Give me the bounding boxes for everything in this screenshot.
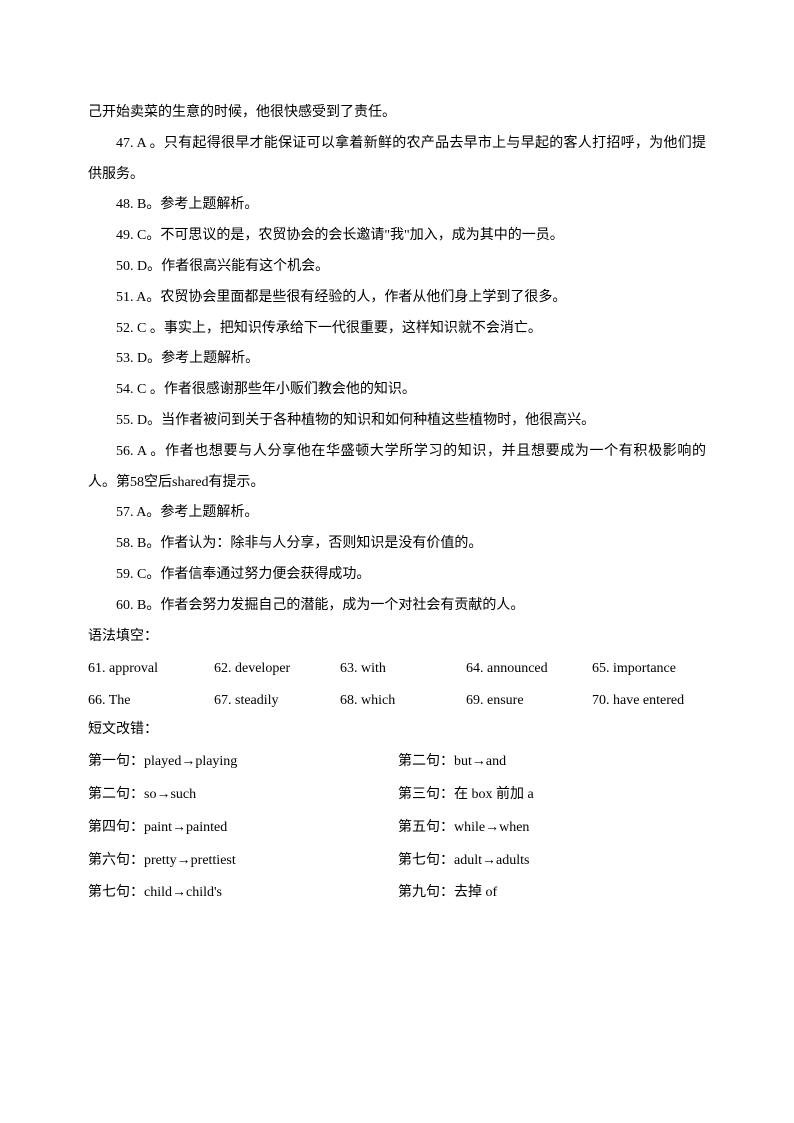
correction-row-2: 第二句：so→such 第三句：在 box 前加 a [88, 779, 706, 812]
correction-row-1: 第一句：played→playing 第二句：but→and [88, 746, 706, 779]
correction-row-5: 第七句：child→child's 第九句：去掉 of [88, 877, 706, 910]
correction-row-4: 第六句：pretty→prettiest 第七句：adult→adults [88, 845, 706, 878]
answer-48: 48. B。参考上题解析。 [88, 190, 706, 221]
correction-2-left: 第二句：so→such [88, 779, 398, 812]
answer-54: 54. C 。作者很感谢那些年小贩们教会他的知识。 [88, 375, 706, 406]
grammar-67: 67. steadily [214, 686, 340, 715]
answer-59: 59. C。作者信奉通过努力便会获得成功。 [88, 560, 706, 591]
answer-53: 53. D。参考上题解析。 [88, 344, 706, 375]
grammar-64: 64. announced [466, 654, 592, 683]
paragraph-continuation: 己开始卖菜的生意的时候，他很快感受到了责任。 [88, 98, 706, 129]
grammar-65: 65. importance [592, 654, 718, 683]
section-grammar-heading: 语法填空： [88, 622, 706, 653]
correction-5-left: 第七句：child→child's [88, 877, 398, 910]
grammar-62: 62. developer [214, 654, 340, 683]
grammar-66: 66. The [88, 686, 214, 715]
answer-58: 58. B。作者认为：除非与人分享，否则知识是没有价值的。 [88, 529, 706, 560]
grammar-61: 61. approval [88, 654, 214, 683]
correction-2-right: 第三句：在 box 前加 a [398, 779, 706, 812]
grammar-row-1: 61. approval 62. developer 63. with 64. … [88, 654, 706, 683]
answer-50: 50. D。作者很高兴能有这个机会。 [88, 252, 706, 283]
answer-52: 52. C 。事实上，把知识传承给下一代很重要，这样知识就不会消亡。 [88, 314, 706, 345]
correction-4-left: 第六句：pretty→prettiest [88, 845, 398, 878]
correction-3-right: 第五句：while→when [398, 812, 706, 845]
answer-56: 56. A 。作者也想要与人分享他在华盛顿大学所学习的知识，并且想要成为一个有积… [88, 437, 706, 499]
correction-5-right: 第九句：去掉 of [398, 877, 706, 910]
correction-4-right: 第七句：adult→adults [398, 845, 706, 878]
section-correction-heading: 短文改错： [88, 715, 706, 746]
document-page: 己开始卖菜的生意的时候，他很快感受到了责任。 47. A 。只有起得很早才能保证… [0, 0, 794, 1000]
correction-1-right: 第二句：but→and [398, 746, 706, 779]
answer-47: 47. A 。只有起得很早才能保证可以拿着新鲜的农产品去早市上与早起的客人打招呼… [88, 129, 706, 191]
grammar-69: 69. ensure [466, 686, 592, 715]
grammar-70: 70. have entered [592, 686, 718, 715]
correction-1-left: 第一句：played→playing [88, 746, 398, 779]
answer-51: 51. A。农贸协会里面都是些很有经验的人，作者从他们身上学到了很多。 [88, 283, 706, 314]
answer-55: 55. D。当作者被问到关于各种植物的知识和如何种植这些植物时，他很高兴。 [88, 406, 706, 437]
correction-3-left: 第四句：paint→painted [88, 812, 398, 845]
grammar-63: 63. with [340, 654, 466, 683]
correction-row-3: 第四句：paint→painted 第五句：while→when [88, 812, 706, 845]
answer-49: 49. C。不可思议的是，农贸协会的会长邀请"我"加入，成为其中的一员。 [88, 221, 706, 252]
answer-60: 60. B。作者会努力发掘自己的潜能，成为一个对社会有贡献的人。 [88, 591, 706, 622]
grammar-68: 68. which [340, 686, 466, 715]
grammar-row-2: 66. The 67. steadily 68. which 69. ensur… [88, 686, 706, 715]
answer-57: 57. A。参考上题解析。 [88, 498, 706, 529]
